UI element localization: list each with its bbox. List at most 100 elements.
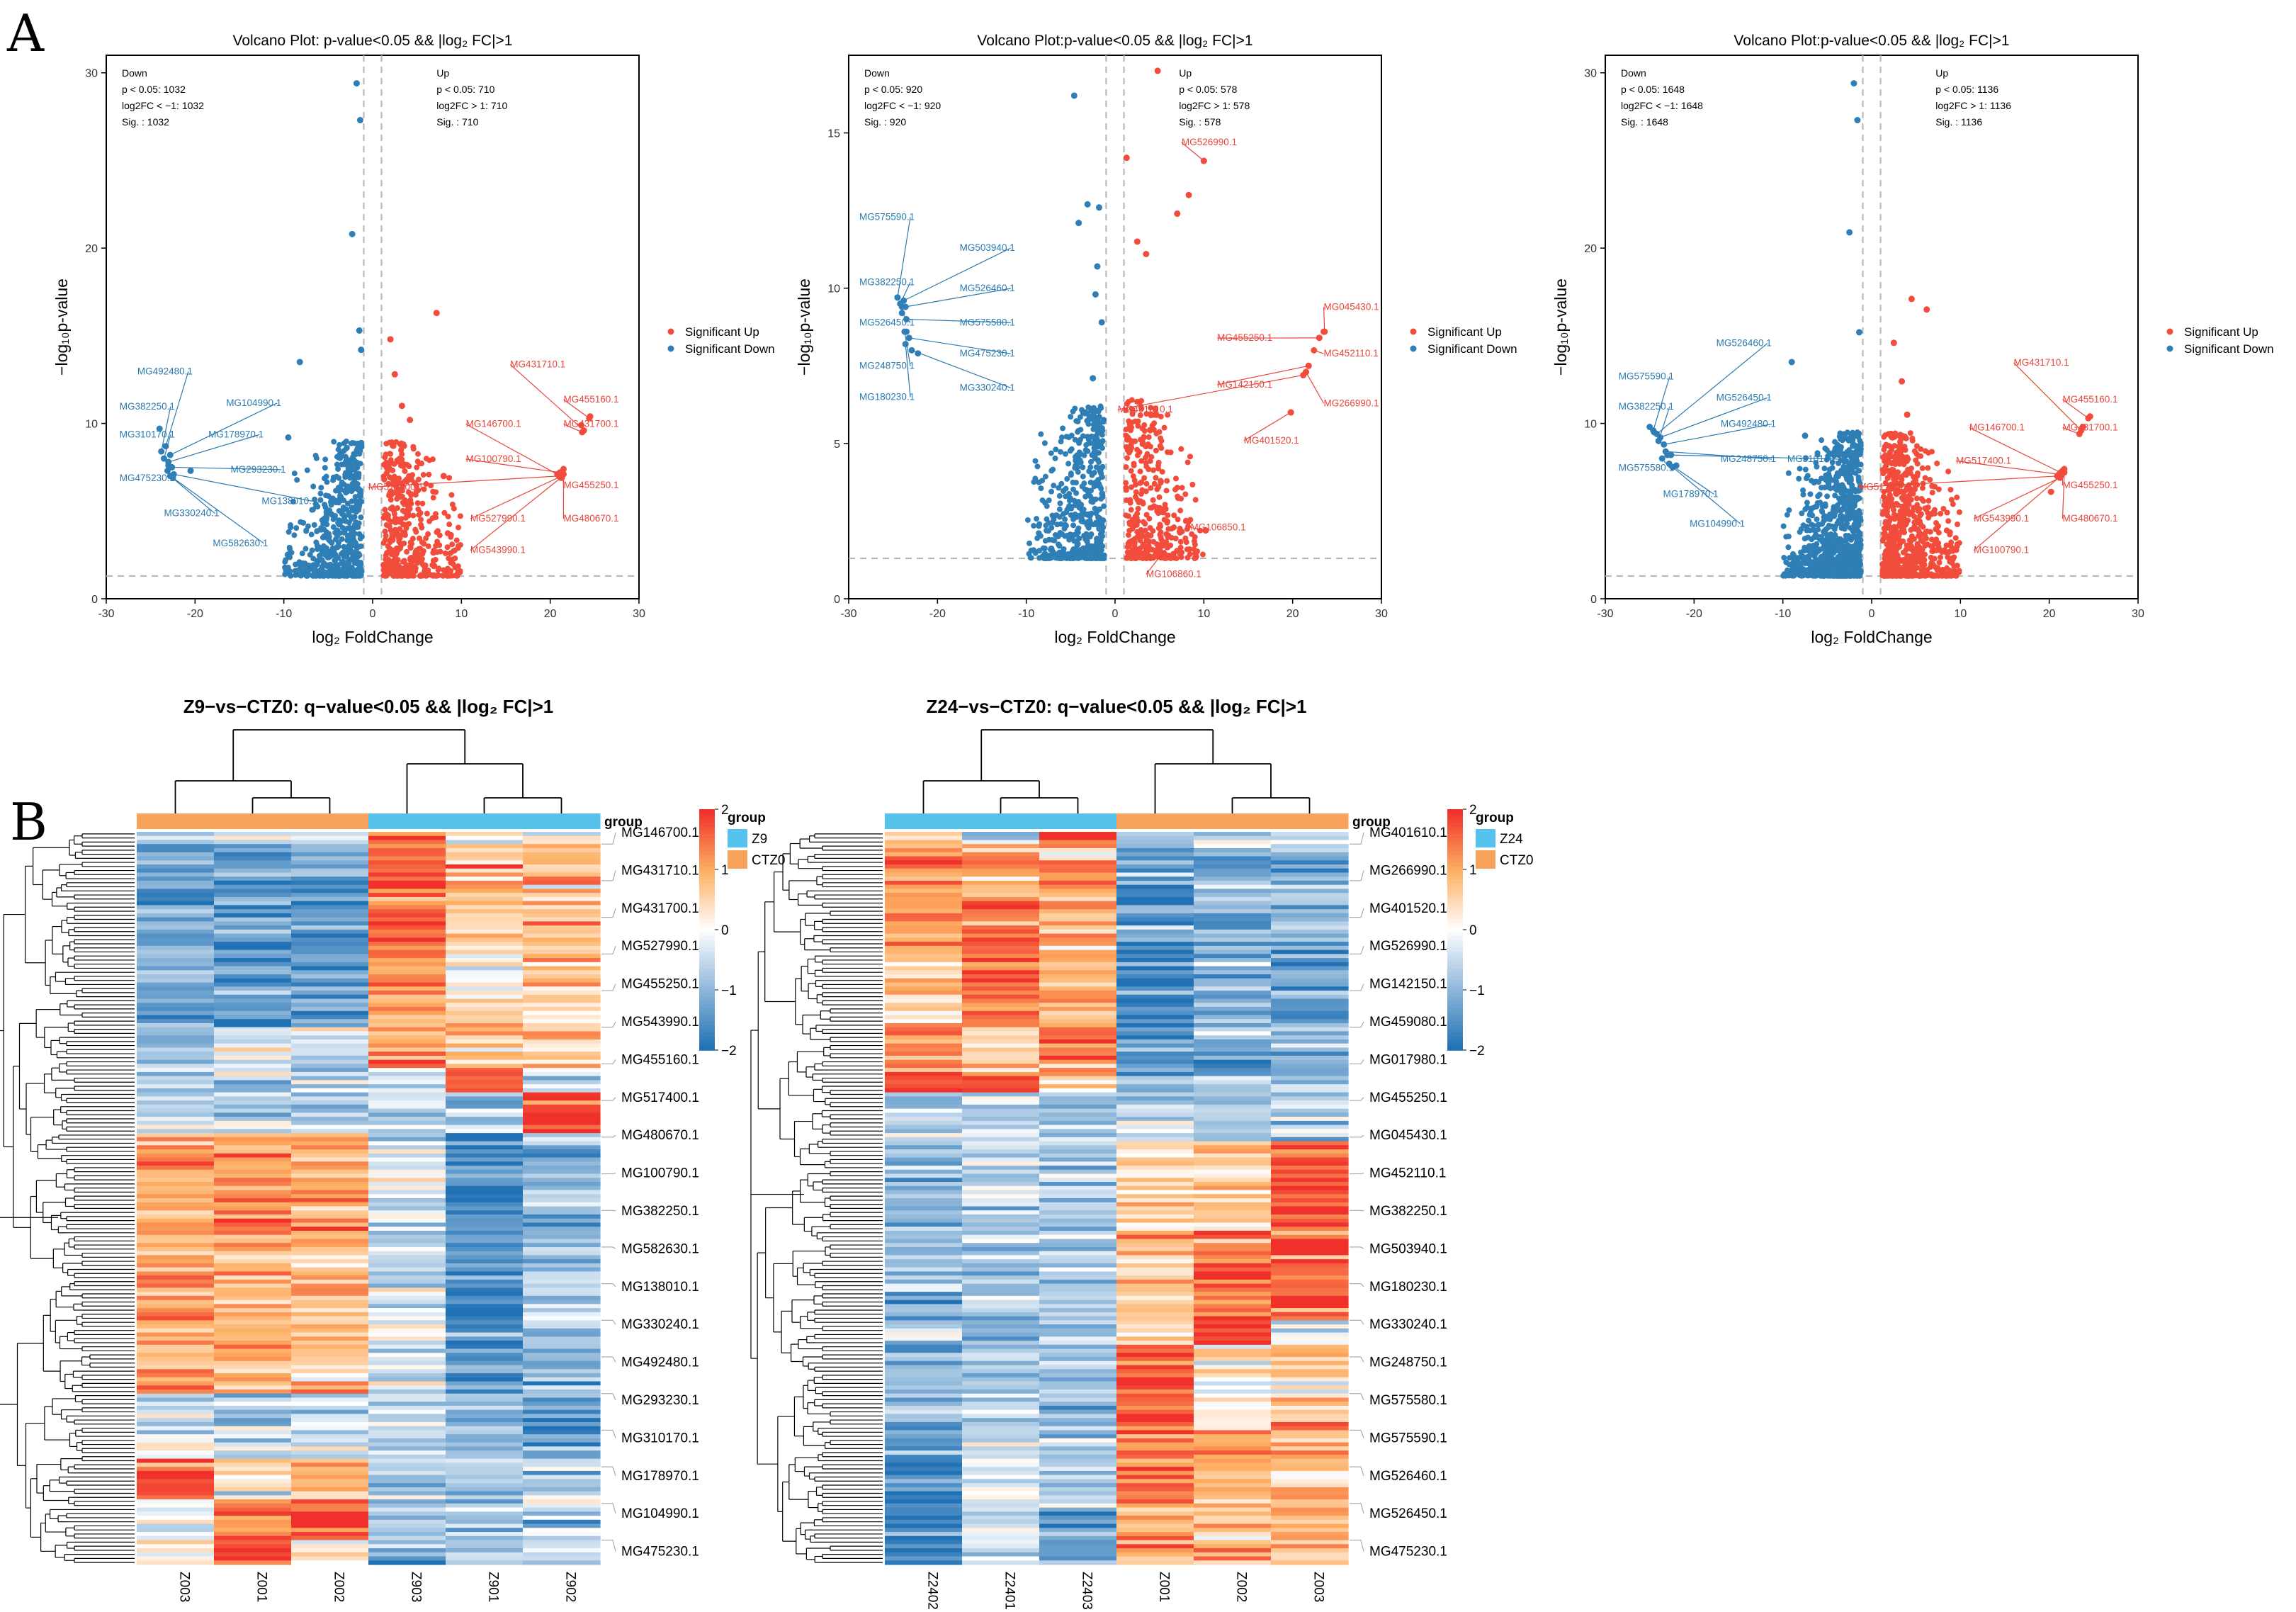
heatmap-cell — [214, 1470, 292, 1476]
down-point — [1051, 517, 1057, 523]
down-point — [339, 461, 345, 468]
heatmap-cell — [291, 1043, 369, 1049]
heatmap-cell — [523, 1239, 601, 1244]
heatmap-cell — [446, 1458, 524, 1463]
up-point — [405, 505, 412, 511]
heatmap-cell — [368, 880, 446, 886]
heatmap-cell — [291, 1369, 369, 1374]
down-point — [1080, 464, 1086, 470]
heatmap-cell — [523, 1088, 601, 1093]
heatmap-cell — [291, 1426, 369, 1431]
down-point — [329, 545, 336, 551]
heatmap-cell — [291, 1409, 369, 1415]
heatmap-cell — [291, 1022, 369, 1028]
heatmap-cell — [137, 1300, 215, 1304]
heatmap-cell — [137, 1108, 215, 1113]
down-point — [1806, 557, 1812, 563]
down-point — [1838, 573, 1844, 579]
heatmap-cell — [291, 1332, 369, 1337]
down-point — [1791, 553, 1797, 559]
label-leader-line — [906, 318, 1011, 323]
heatmap-cell — [368, 852, 446, 857]
heatmap-cell — [368, 966, 446, 971]
heatmap-cell — [446, 1166, 524, 1171]
heatmap-cell — [446, 1353, 524, 1358]
heatmap-cell — [137, 1084, 215, 1089]
heatmap-cell — [523, 893, 601, 898]
heatmap-cell — [523, 1503, 601, 1509]
up-point — [1887, 432, 1894, 439]
heatmap-cell — [523, 1479, 601, 1484]
labeled-point — [558, 474, 565, 481]
up-point — [1147, 505, 1153, 511]
heatmap-cell — [523, 1214, 601, 1219]
heatmap-cell — [137, 1185, 215, 1191]
gene-label: MG382250.1 — [859, 276, 915, 287]
heatmap-cell — [291, 962, 369, 967]
up-point — [426, 471, 432, 478]
legend-down-swatch — [1410, 345, 1417, 352]
heatmap-cell — [137, 970, 215, 975]
up-point — [1150, 497, 1156, 503]
down-point — [1857, 442, 1864, 449]
heatmap-cell — [446, 1052, 524, 1056]
heatmap-cell — [368, 1442, 446, 1448]
down-outlier-point — [1846, 229, 1853, 236]
up-point — [1141, 422, 1148, 428]
up-stats-text: Up — [1179, 67, 1192, 79]
heatmap-cell — [137, 832, 215, 837]
up-point — [392, 558, 398, 565]
heatmap-cell — [368, 1206, 446, 1211]
heatmap-cell — [523, 1173, 601, 1178]
up-point — [402, 468, 408, 475]
heatmap-cell — [137, 1523, 215, 1528]
down-point — [1036, 530, 1042, 536]
heatmap-cell — [137, 974, 215, 979]
heatmap-cell — [137, 1239, 215, 1244]
heatmap-cell — [446, 1047, 524, 1052]
down-point — [1844, 520, 1850, 526]
x-tick-label: 30 — [1375, 608, 1388, 620]
down-point — [1087, 493, 1093, 500]
label-leader-line — [470, 477, 562, 551]
up-point — [1129, 397, 1135, 403]
labeled-point — [901, 328, 908, 335]
heatmap-cell — [214, 1169, 292, 1175]
heatmap-cell — [137, 1377, 215, 1382]
heatmap-cell — [214, 1210, 292, 1215]
heatmap-cell — [368, 1198, 446, 1203]
heatmap-cell — [523, 832, 601, 837]
heatmap-cell — [368, 1003, 446, 1008]
heatmap-cell — [368, 982, 446, 987]
heatmap-cell — [137, 1149, 215, 1154]
down-point — [323, 529, 329, 535]
heatmap-cell — [368, 1178, 446, 1183]
down-point — [1076, 535, 1082, 541]
up-point — [448, 559, 454, 565]
down-point — [1073, 514, 1080, 520]
heatmap-cell — [214, 913, 292, 918]
gene-label: MG452110.1 — [1324, 348, 1379, 359]
heatmap-cell — [368, 1239, 446, 1244]
heatmap-cell — [291, 1470, 369, 1476]
up-point — [448, 492, 455, 498]
heatmap-cell — [214, 1052, 292, 1056]
heatmap-cell — [291, 1438, 369, 1443]
up-point — [456, 524, 462, 531]
up-point — [390, 573, 397, 579]
heatmap-cell — [137, 1495, 215, 1500]
down-point — [339, 536, 345, 542]
heatmap-cell — [214, 1462, 292, 1467]
heatmap-cell — [291, 1047, 369, 1052]
down-point — [1063, 434, 1070, 440]
up-stats-text: p < 0.05: 578 — [1179, 84, 1237, 95]
heatmap-cell — [368, 1015, 446, 1020]
heatmap-cell — [137, 1104, 215, 1110]
up-point — [1135, 423, 1141, 429]
heatmap-cell — [214, 1104, 292, 1110]
down-outlier-point — [1092, 291, 1099, 298]
down-point — [1821, 466, 1828, 472]
heatmap-cell — [137, 1035, 215, 1040]
up-point — [445, 513, 451, 519]
up-point — [1150, 539, 1157, 545]
